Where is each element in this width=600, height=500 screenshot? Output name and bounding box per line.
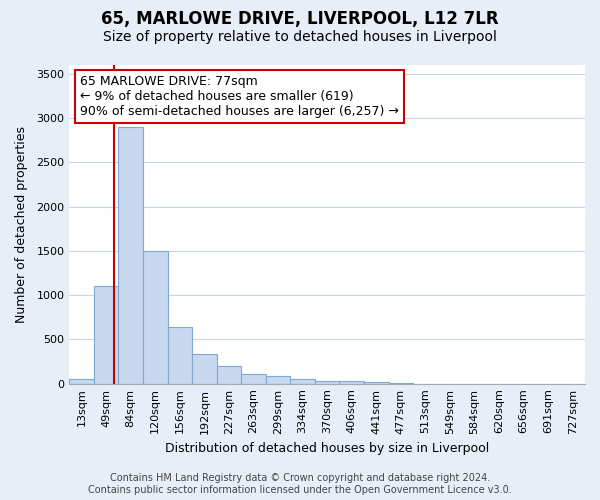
Bar	[143, 251, 167, 384]
Bar	[118, 127, 143, 384]
Bar	[167, 327, 192, 384]
Text: Size of property relative to detached houses in Liverpool: Size of property relative to detached ho…	[103, 30, 497, 44]
Bar	[217, 366, 241, 384]
Text: Contains HM Land Registry data © Crown copyright and database right 2024.
Contai: Contains HM Land Registry data © Crown c…	[88, 474, 512, 495]
Bar	[315, 380, 340, 384]
Bar	[364, 382, 389, 384]
Y-axis label: Number of detached properties: Number of detached properties	[15, 126, 28, 323]
Bar	[290, 379, 315, 384]
Text: 65, MARLOWE DRIVE, LIVERPOOL, L12 7LR: 65, MARLOWE DRIVE, LIVERPOOL, L12 7LR	[101, 10, 499, 28]
Bar	[340, 382, 364, 384]
Bar	[241, 374, 266, 384]
Bar	[389, 383, 413, 384]
X-axis label: Distribution of detached houses by size in Liverpool: Distribution of detached houses by size …	[165, 442, 489, 455]
Text: 65 MARLOWE DRIVE: 77sqm
← 9% of detached houses are smaller (619)
90% of semi-de: 65 MARLOWE DRIVE: 77sqm ← 9% of detached…	[80, 74, 398, 118]
Bar	[70, 380, 94, 384]
Bar	[266, 376, 290, 384]
Bar	[94, 286, 118, 384]
Bar	[192, 354, 217, 384]
